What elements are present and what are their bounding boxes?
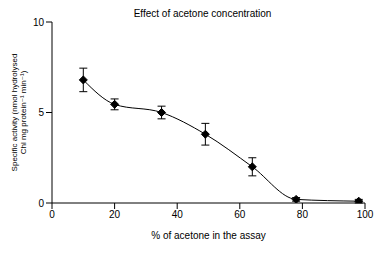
svg-text:80: 80 <box>297 209 309 220</box>
svg-text:60: 60 <box>234 209 246 220</box>
svg-text:0: 0 <box>38 198 44 209</box>
svg-text:5: 5 <box>38 107 44 118</box>
svg-text:10: 10 <box>33 17 45 28</box>
svg-text:20: 20 <box>109 209 121 220</box>
svg-text:40: 40 <box>172 209 184 220</box>
svg-text:0: 0 <box>49 209 55 220</box>
svg-text:100: 100 <box>357 209 374 220</box>
svg-text:Effect of acetone concentratio: Effect of acetone concentration <box>134 8 272 19</box>
svg-text:% of acetone in the assay: % of acetone in the assay <box>151 230 266 241</box>
svg-text:Specific activity (nmol hydrol: Specific activity (nmol hydrolysedChl mg… <box>10 54 28 172</box>
